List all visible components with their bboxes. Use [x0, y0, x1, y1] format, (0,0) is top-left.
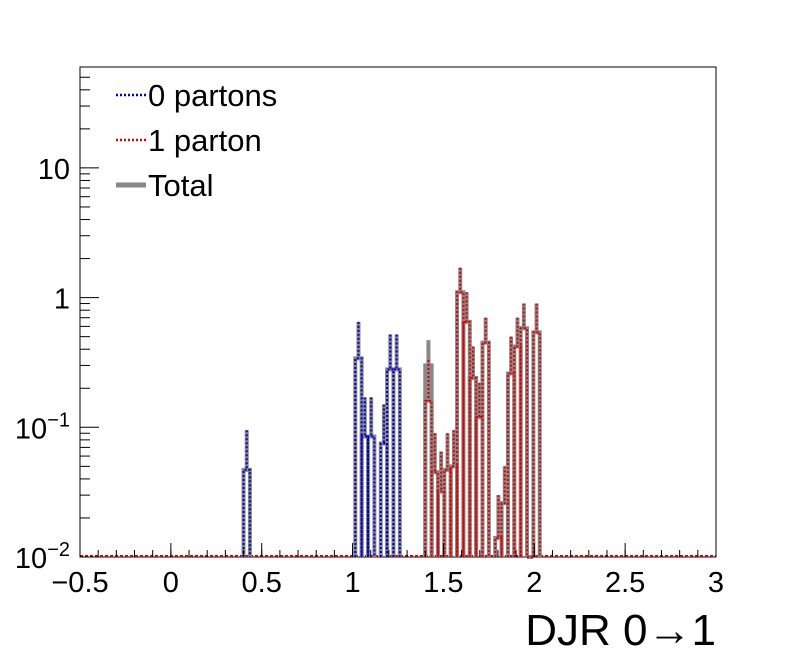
bin-1-parton-12: [506, 372, 516, 557]
x-tick-label: 0: [163, 567, 179, 599]
bin-1-parton-0: [424, 399, 433, 557]
bin-1-parton-1: [430, 471, 439, 557]
bin-1-parton-16: [532, 331, 541, 557]
x-tick-label: 2.5: [605, 567, 645, 599]
bin-1-parton-7: [468, 376, 478, 557]
bin-0-partons-6: [392, 368, 401, 557]
x-tick-label: −0.5: [51, 567, 108, 599]
legend: 0 partons 1 parton Total: [116, 78, 277, 203]
y-tick-label: 10−2: [15, 539, 70, 575]
bin-0-partons-5: [386, 368, 395, 557]
legend-label-0-partons: 0 partons: [148, 78, 277, 113]
bin-1-parton-10: [494, 537, 503, 557]
bin-0-partons-2: [360, 435, 370, 557]
bin-0-partons-0: [242, 468, 251, 557]
bin-1-parton-5: [456, 291, 465, 557]
x-tick-label: 1: [345, 567, 361, 599]
y-tick-label: 1: [54, 284, 70, 316]
legend-label-total: Total: [148, 168, 213, 203]
histogram-bins: [80, 267, 716, 559]
bin-0-partons-3: [367, 435, 376, 557]
bin-1-parton-6: [462, 320, 471, 557]
x-axis-title: DJR 0→1: [525, 606, 716, 655]
x-tick-label: 3: [708, 567, 724, 599]
bin-1-parton-3: [443, 468, 452, 557]
legend-label-1-parton: 1 parton: [148, 123, 262, 158]
x-tick-label: 0.5: [242, 567, 282, 599]
bin-1-parton-14: [519, 327, 529, 557]
y-tick-label: 10−1: [15, 409, 70, 445]
x-tick-label: 2: [526, 567, 542, 599]
axis-ticks: −0.5 0 0.5 1 1.5 2 2.5 3 10−2 10−1 1 10: [15, 66, 724, 599]
y-tick-label: 10: [38, 154, 70, 186]
x-tick-label: 1.5: [423, 567, 463, 599]
